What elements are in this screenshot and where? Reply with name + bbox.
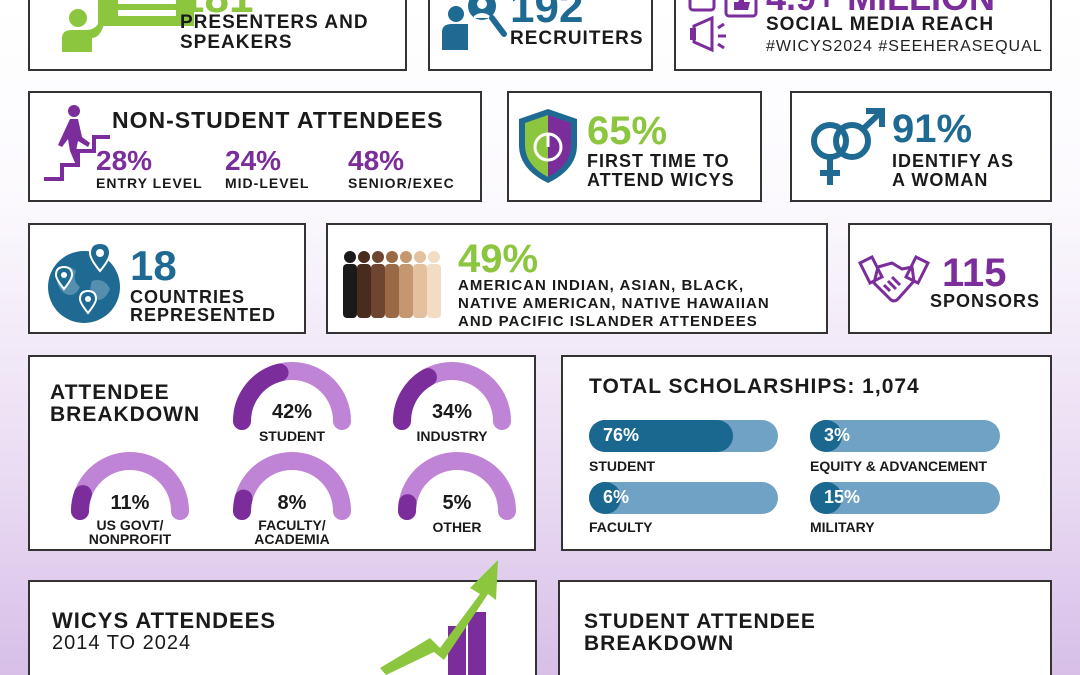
social-label: SOCIAL MEDIA REACH — [766, 14, 995, 35]
bar-equity-value: 3% — [824, 425, 851, 445]
gauge-student-value: 42% — [271, 401, 313, 423]
bar-faculty-value: 6% — [603, 487, 630, 507]
bar-student-label: STUDENT — [589, 458, 656, 474]
gauge-faculty-track — [233, 452, 351, 520]
attendee-breakdown-title-1: ATTENDEE — [50, 381, 170, 404]
gender-icon — [806, 107, 886, 187]
presenters-label-2: SPEAKERS — [180, 32, 293, 53]
first-time-card: 65% FIRST TIME TO ATTEND WICYS — [507, 91, 762, 202]
social-media-icon — [686, 0, 762, 58]
bar-military-value: 15% — [824, 487, 861, 507]
gauge-faculty-label-2: ACADEMIA — [254, 531, 330, 547]
bar-equity-track: 3% — [810, 420, 1000, 452]
woman-label-2: A WOMAN — [892, 170, 989, 190]
first-time-value: 65% — [587, 109, 668, 153]
recruiters-value: 192 — [510, 0, 584, 32]
countries-value: 18 — [130, 242, 177, 289]
entry-level-value: 28% — [96, 145, 153, 176]
non-student-title: NON-STUDENT ATTENDEES — [112, 107, 444, 133]
sponsors-label: SPONSORS — [930, 291, 1041, 311]
bar-faculty-label: FACULTY — [589, 519, 653, 535]
attendee-breakdown-card: ATTENDEE BREAKDOWN 42% STUDENT 34% INDUS… — [28, 355, 536, 551]
gauge-student-fill — [233, 363, 289, 430]
mid-level-label: MID-LEVEL — [225, 175, 310, 191]
gauge-industry-fill — [393, 368, 437, 430]
presenters-value: 181 — [180, 0, 253, 20]
growth-arrow-icon — [380, 556, 510, 675]
attendees-history-subtitle: 2014 TO 2024 — [52, 632, 192, 654]
scholarships-card: TOTAL SCHOLARSHIPS: 1,074 76% STUDENT 3%… — [561, 355, 1052, 551]
bar-student-value: 76% — [603, 425, 640, 445]
countries-label-1: COUNTRIES — [130, 287, 246, 307]
gauge-industry-label: INDUSTRY — [416, 428, 488, 444]
shield-power-icon — [517, 107, 579, 185]
countries-card: 18 COUNTRIES REPRESENTED — [28, 223, 306, 334]
bar-faculty-track: 6% — [589, 482, 778, 514]
diversity-label-2: NATIVE AMERICAN, NATIVE HAWAIIAN — [458, 295, 770, 312]
recruiters-label: RECRUITERS — [510, 28, 644, 49]
gauge-faculty-value: 8% — [277, 492, 307, 514]
woman-card: 91% IDENTIFY AS A WOMAN — [790, 91, 1052, 202]
bar-military-fill — [810, 482, 842, 514]
student-breakdown-title-1: STUDENT ATTENDEE — [584, 610, 816, 633]
gauges-svg — [71, 362, 516, 520]
diversity-card: 49% AMERICAN INDIAN, ASIAN, BLACK, NATIV… — [326, 223, 828, 334]
student-breakdown-title-2: BREAKDOWN — [584, 632, 735, 655]
bar-student-fill — [589, 420, 733, 452]
entry-level-label: ENTRY LEVEL — [96, 175, 203, 191]
people-group-icon — [340, 249, 450, 319]
senior-exec-value: 48% — [348, 145, 405, 176]
attendees-history-title: WICYS ATTENDEES — [52, 608, 277, 633]
recruiters-card: 192 RECRUITERS — [428, 0, 653, 71]
gauge-other-value: 5% — [442, 492, 472, 514]
diversity-label-3: AND PACIFIC ISLANDER ATTENDEES — [458, 313, 758, 330]
sponsors-card: 115 SPONSORS — [848, 223, 1052, 334]
diversity-label-1: AMERICAN INDIAN, ASIAN, BLACK, — [458, 277, 745, 294]
stairs-climber-icon — [42, 103, 112, 183]
gauge-faculty-fill — [233, 489, 253, 520]
bar-faculty-fill — [589, 482, 621, 514]
scholarships-title: TOTAL SCHOLARSHIPS: 1,074 — [589, 375, 920, 398]
presenters-card: 181 PRESENTERS AND SPEAKERS — [28, 0, 407, 71]
gauge-other-track — [398, 452, 516, 520]
gauge-govt-label-1: US GOVT/ — [96, 517, 164, 533]
social-card: 4.9+ MILLION SOCIAL MEDIA REACH #WICYS20… — [674, 0, 1052, 71]
countries-label-2: REPRESENTED — [130, 305, 277, 325]
social-value: 4.9+ MILLION — [766, 0, 995, 16]
gauge-student-label: STUDENT — [258, 428, 326, 444]
gauge-other-fill — [398, 494, 417, 520]
gauge-industry-value: 34% — [431, 401, 473, 423]
globe-pins-icon — [44, 241, 124, 325]
attendee-breakdown-title-2: BREAKDOWN — [50, 403, 201, 426]
presenters-label-1: PRESENTERS AND — [180, 12, 369, 33]
senior-exec-label: SENIOR/EXEC — [348, 175, 455, 191]
gauge-govt-fill — [71, 485, 92, 520]
gauge-faculty-label-1: FACULTY/ — [258, 517, 326, 533]
gauge-govt-label-2: NONPROFIT — [88, 531, 172, 547]
social-hashtags: #WICYS2024 #SEEHERASEQUAL — [766, 38, 1043, 55]
woman-value: 91% — [892, 107, 973, 151]
gauge-govt-value: 11% — [110, 492, 150, 514]
first-time-label-2: ATTEND WICYS — [587, 170, 735, 190]
non-student-card: NON-STUDENT ATTENDEES 28% ENTRY LEVEL 24… — [28, 91, 482, 202]
mid-level-value: 24% — [225, 145, 282, 176]
presenter-icon — [58, 0, 198, 52]
student-breakdown-card: STUDENT ATTENDEE BREAKDOWN — [558, 580, 1052, 675]
bar-student-track: 76% — [589, 420, 778, 452]
bar-equity-fill — [810, 420, 842, 452]
search-person-icon — [438, 0, 508, 52]
diversity-value: 49% — [458, 237, 539, 281]
woman-label-1: IDENTIFY AS — [892, 151, 1015, 171]
bar-military-track: 15% — [810, 482, 1000, 514]
gauge-other-label: OTHER — [432, 519, 482, 535]
sponsors-value: 115 — [942, 251, 1007, 295]
bar-military-label: MILITARY — [810, 519, 875, 535]
handshake-icon — [858, 253, 930, 307]
bar-equity-label: EQUITY & ADVANCEMENT — [810, 458, 988, 474]
first-time-label-1: FIRST TIME TO — [587, 151, 730, 171]
